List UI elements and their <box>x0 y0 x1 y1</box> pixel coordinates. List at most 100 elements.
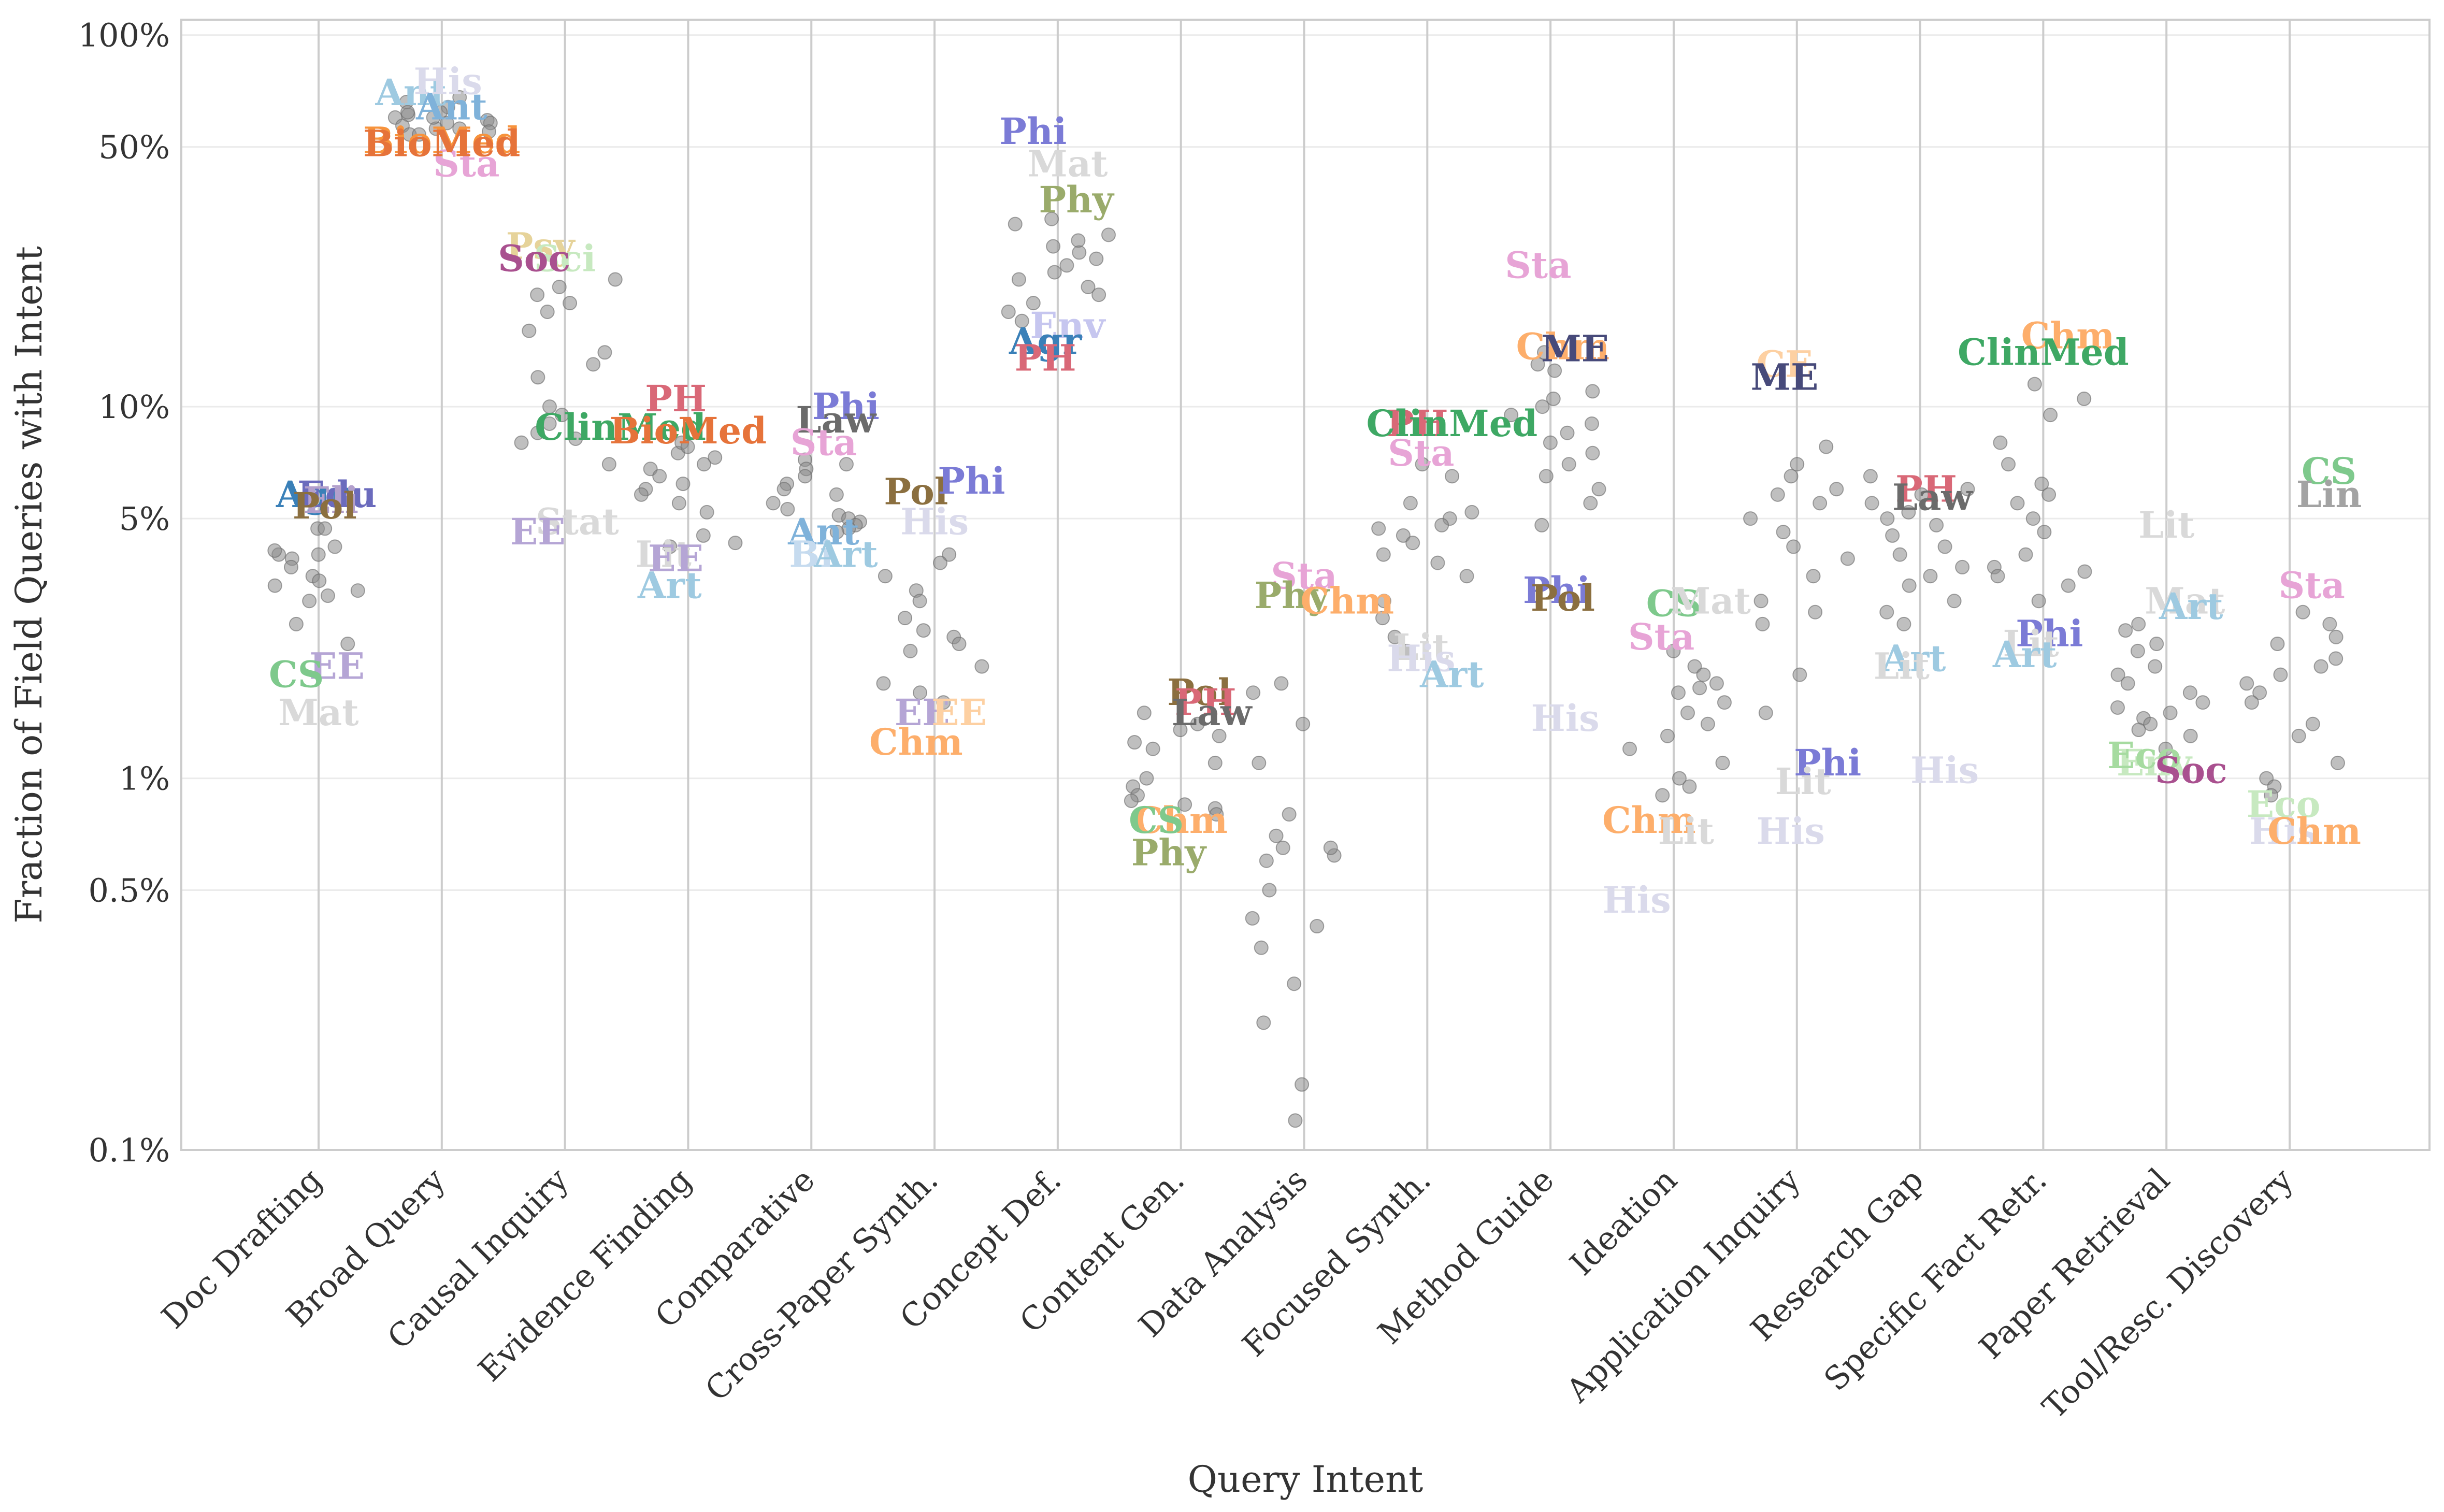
field-label: His <box>414 60 482 103</box>
data-point <box>697 457 712 472</box>
field-label: Mat <box>1671 579 1751 622</box>
data-point <box>1091 287 1106 303</box>
field-label: CS <box>2302 450 2356 493</box>
field-label: Phi <box>1794 741 1861 784</box>
data-point <box>2010 496 2025 511</box>
field-label: Env <box>2117 741 2193 784</box>
data-point <box>2273 667 2288 682</box>
y-tick-label: 100% <box>78 17 170 54</box>
data-point <box>1274 676 1289 691</box>
field-label: Lin <box>2296 473 2362 516</box>
data-point <box>1902 578 1917 593</box>
grid-layer <box>181 20 2429 1151</box>
data-point <box>1880 511 1895 526</box>
field-label: Phi <box>2016 612 2083 655</box>
data-point <box>2037 525 2052 540</box>
field-label: Mat <box>2145 579 2225 622</box>
data-point <box>1145 741 1160 756</box>
data-point <box>1275 840 1290 855</box>
data-point <box>1534 517 1549 532</box>
data-point <box>952 637 967 652</box>
data-point <box>1547 363 1562 378</box>
field-label: His <box>1387 637 1455 680</box>
field-label: Sta <box>433 142 499 185</box>
data-point <box>708 450 723 465</box>
data-point <box>1687 659 1702 674</box>
data-point <box>1666 643 1681 658</box>
y-tick-label: 1% <box>119 760 170 798</box>
data-point <box>1864 496 1879 511</box>
data-point <box>411 127 426 142</box>
data-point <box>514 435 529 450</box>
field-label: Eli <box>304 479 359 522</box>
y-tick-label: 50% <box>98 128 170 166</box>
data-point <box>1124 793 1139 808</box>
field-label: Env <box>1030 304 1106 347</box>
data-point <box>1008 217 1023 232</box>
data-point <box>267 578 282 593</box>
field-label: Lit <box>1658 810 1714 853</box>
field-label: Ant <box>415 85 487 128</box>
data-point <box>586 357 601 372</box>
data-point <box>1190 716 1205 731</box>
field-label: Chm <box>1516 325 1610 368</box>
data-point <box>1072 245 1087 260</box>
data-point <box>1829 482 1844 497</box>
field-label: Mat <box>278 691 358 734</box>
data-point <box>1923 569 1938 584</box>
data-point <box>2027 377 2042 392</box>
data-point <box>829 487 844 502</box>
data-point <box>1269 828 1284 843</box>
data-point <box>2330 755 2345 770</box>
data-point <box>1537 345 1552 360</box>
data-point <box>680 439 695 454</box>
data-point <box>1583 496 1598 511</box>
data-point <box>2131 616 2146 631</box>
y-axis-title: Fraction of Field Queries with Intent <box>8 246 50 924</box>
field-label: Sta <box>2279 564 2345 607</box>
field-label: Bi <box>789 533 833 576</box>
field-label: Pol <box>1167 671 1231 714</box>
data-point <box>913 685 928 700</box>
data-point <box>2110 700 2125 715</box>
data-point <box>2244 695 2259 710</box>
data-point <box>1990 569 2005 584</box>
y-tick-label: 0.1% <box>88 1131 170 1169</box>
field-label: BioMed <box>363 122 520 165</box>
data-point <box>563 296 578 311</box>
field-label: Phi <box>812 385 880 428</box>
data-point <box>839 457 854 472</box>
field-label: Phy <box>1131 831 1207 874</box>
data-point <box>2183 728 2198 743</box>
data-point <box>1896 616 1911 631</box>
field-label: Sta <box>1505 243 1571 286</box>
data-point <box>1504 408 1519 423</box>
data-point <box>2158 741 2173 756</box>
data-point <box>898 611 913 626</box>
field-label: ClinMed <box>1958 330 2129 373</box>
data-point <box>936 695 951 710</box>
field-label: Ant <box>787 510 859 553</box>
field-label: EE <box>510 510 566 553</box>
field-label: ClinMed <box>1366 402 1537 445</box>
data-point <box>1014 313 1029 328</box>
data-point <box>1071 233 1086 248</box>
field-label: Lit <box>2003 622 2059 665</box>
data-point <box>2195 695 2210 710</box>
field-label: Lit <box>2138 503 2194 546</box>
data-point <box>1415 457 1430 472</box>
field-label: Lit <box>1393 626 1449 669</box>
field-label: ME <box>1541 327 1609 370</box>
field-label: CS <box>269 653 324 696</box>
data-point <box>530 287 545 303</box>
data-point <box>1770 487 1785 502</box>
data-point <box>1700 716 1715 731</box>
field-label: Agr <box>1009 320 1082 363</box>
x-axis-title: Query Intent <box>1188 1458 1424 1501</box>
field-label: Art <box>1881 637 1946 680</box>
data-point <box>2148 659 2163 674</box>
field-label: Soc <box>2155 748 2227 791</box>
data-point <box>1709 676 1724 691</box>
data-point <box>608 272 623 287</box>
